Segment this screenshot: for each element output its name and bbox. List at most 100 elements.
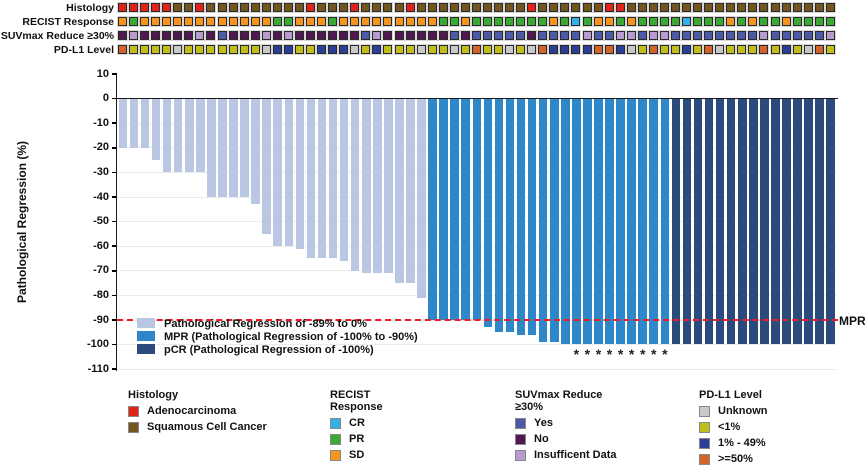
plot-legend-label: Pathological Regression of -89% to 0% [164, 318, 367, 330]
legend-group-title: Histology [128, 389, 179, 401]
annotation-square [228, 17, 238, 26]
annotation-square [261, 17, 271, 26]
annotation-square [416, 45, 426, 54]
annotation-square [825, 45, 835, 54]
annotation-square [294, 17, 304, 26]
legend-item-swatch [699, 453, 710, 465]
annotation-square [549, 3, 559, 12]
annotation-square [571, 17, 581, 26]
bar [295, 99, 305, 249]
annotation-square [604, 3, 614, 12]
gridline [117, 344, 837, 346]
annotation-square [383, 45, 393, 54]
annotation-square [317, 45, 327, 54]
annotation-square [560, 3, 570, 12]
annotation-square [693, 17, 703, 26]
annotation-square [715, 3, 725, 12]
legend-item-label: 1% - 49% [718, 437, 766, 449]
annotation-square [361, 31, 371, 40]
annotation-square [328, 17, 338, 26]
legend-group: PD-L1 Level Unknown <1% 1% - 49% >=50% [699, 389, 768, 467]
annotation-square [140, 17, 150, 26]
track-label-histology: Histology [66, 2, 114, 14]
legend-item-label: SD [349, 449, 365, 461]
y-tick-label: -90 [93, 313, 109, 326]
mpr-bar-swatch [137, 331, 155, 341]
y-tick-label: 10 [96, 67, 109, 80]
light-bar-swatch [137, 318, 155, 328]
annotation-square [715, 17, 725, 26]
annotation-square [129, 45, 139, 54]
legend-item-label: Unknown [718, 405, 768, 417]
legend-item: SD [330, 447, 383, 463]
bar [317, 99, 327, 259]
annotation-square [283, 31, 293, 40]
annotation-square [449, 45, 459, 54]
annotation-square [659, 45, 669, 54]
zero-line [117, 97, 838, 100]
annotation-square [151, 31, 161, 40]
annotation-square [250, 17, 260, 26]
annotation-square [206, 3, 216, 12]
bar [494, 99, 504, 333]
annotation-square [615, 31, 625, 40]
bar [638, 99, 647, 345]
annotation-square [759, 3, 769, 12]
annotation-square [250, 3, 260, 12]
annotation-square [306, 17, 316, 26]
annotation-square [250, 31, 260, 40]
annotation-square [704, 45, 714, 54]
annotation-square [505, 31, 515, 40]
bar [627, 99, 636, 345]
y-tick-label: -100 [86, 338, 109, 351]
bar [406, 99, 415, 283]
y-tick-label: -20 [93, 141, 109, 154]
annotation-square [560, 45, 570, 54]
annotation-square [140, 45, 150, 54]
annotation-square [682, 45, 692, 54]
annotation-square [604, 17, 614, 26]
annotation-square [671, 3, 680, 12]
annotation-square [239, 17, 249, 26]
y-axis-tick [111, 147, 117, 149]
legend-item: Yes [515, 415, 617, 431]
annotation-square [195, 31, 205, 40]
asterisk-marker: * [617, 346, 624, 362]
annotation-square [460, 45, 470, 54]
annotation-square [361, 17, 371, 26]
legend-item-label: CR [349, 417, 365, 429]
annotation-square [294, 3, 304, 12]
legend-item-label: >=50% [718, 453, 753, 465]
bar [240, 99, 249, 197]
annotation-square [294, 45, 304, 54]
annotation-square [339, 17, 349, 26]
y-axis-tick [111, 368, 117, 370]
legend-item-swatch [515, 449, 526, 461]
annotation-square [306, 3, 316, 12]
y-axis-tick [111, 294, 117, 297]
annotation-square [637, 17, 647, 26]
asterisk-marker: * [651, 346, 657, 362]
annotation-square [416, 31, 426, 40]
annotation-square [173, 3, 183, 12]
annotation-square [261, 3, 271, 12]
annotation-square [626, 45, 636, 54]
annotation-square [228, 3, 238, 12]
annotation-square [283, 3, 293, 12]
bar [737, 99, 747, 345]
bar [218, 99, 227, 197]
annotation-square [317, 3, 327, 12]
annotation-square [582, 31, 592, 40]
legend-item: No [515, 431, 617, 447]
annotation-square [527, 3, 537, 12]
bar [793, 99, 802, 345]
annotation-square [715, 31, 725, 40]
legend-item-swatch [330, 417, 341, 429]
annotation-square [151, 45, 161, 54]
annotation-square [328, 31, 338, 40]
annotation-square [792, 31, 802, 40]
y-axis-tick [111, 73, 117, 75]
annotation-square [770, 17, 780, 26]
legend-item-label: Insufficent Data [534, 449, 617, 461]
mpr-line-label: MPR [839, 314, 865, 328]
